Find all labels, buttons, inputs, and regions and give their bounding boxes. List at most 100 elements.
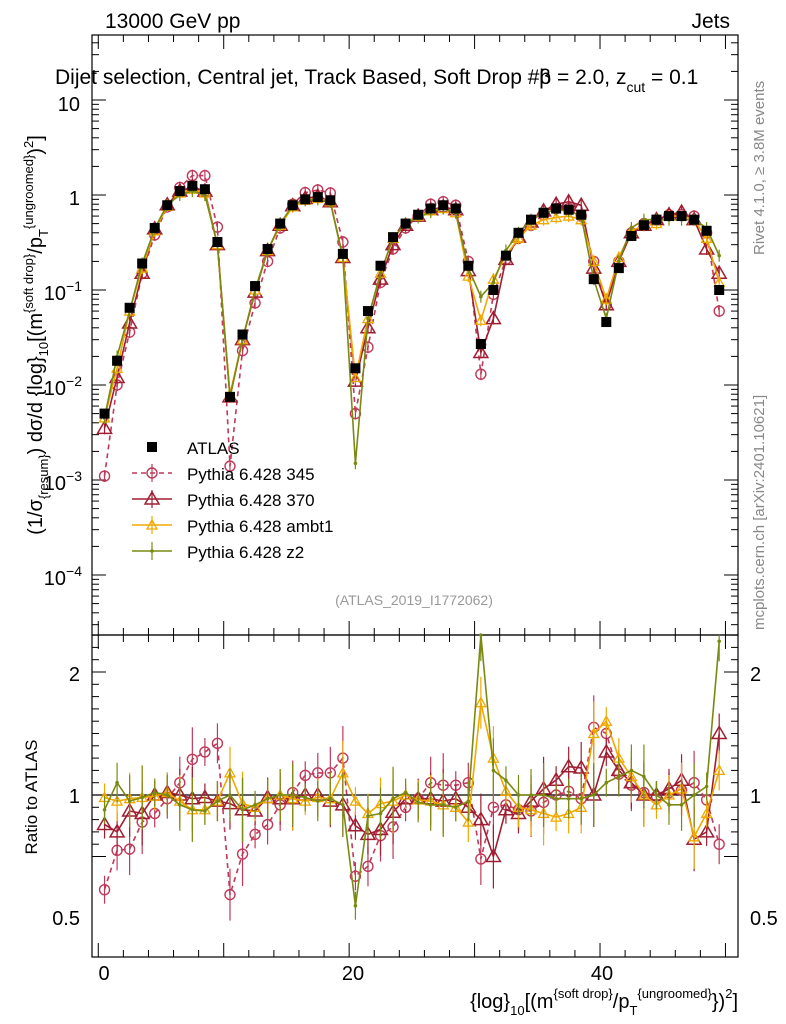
ratio-data-point bbox=[692, 793, 696, 797]
main-data-point bbox=[474, 313, 487, 325]
ratio-data-point bbox=[617, 774, 621, 779]
main-data-point bbox=[353, 461, 358, 466]
main-data-point bbox=[212, 237, 223, 248]
ratio-data-point bbox=[541, 793, 546, 797]
main-data-point bbox=[562, 209, 575, 221]
main-data-point bbox=[585, 259, 603, 274]
ratio-panel-frame bbox=[91, 634, 739, 958]
ratio-data-point bbox=[667, 803, 671, 807]
ratio-data-point bbox=[341, 803, 345, 807]
main-data-point bbox=[485, 310, 502, 325]
ratio-data-point bbox=[228, 793, 232, 797]
rivet-version-label: Rivet 4.1.0, ≥ 3.8M events bbox=[751, 81, 768, 255]
ratio-data-point bbox=[591, 793, 596, 797]
ratio-data-point bbox=[123, 843, 136, 855]
ratio-data-point bbox=[290, 793, 295, 797]
main-data-point bbox=[463, 260, 474, 271]
main-series-atlas bbox=[99, 180, 725, 419]
main-data-point bbox=[98, 470, 111, 482]
main-data-point bbox=[600, 292, 613, 304]
main-data-point bbox=[713, 305, 725, 317]
ratio-data-point bbox=[328, 796, 333, 801]
main-data-point bbox=[613, 263, 624, 274]
main-data-point bbox=[413, 209, 424, 220]
x-tick-40: 40 bbox=[591, 963, 613, 985]
ratio-data-point bbox=[140, 795, 144, 800]
ratio-data-point bbox=[441, 803, 446, 807]
ratio-data-point bbox=[211, 737, 224, 750]
legend-entry-pythia-6-428-345: Pythia 6.428 345 bbox=[132, 464, 315, 484]
ratio-data-point bbox=[108, 823, 126, 838]
main-data-point bbox=[400, 218, 411, 229]
main-data-point bbox=[337, 248, 348, 259]
x-tick-labels: 0 20 40 bbox=[98, 963, 613, 985]
main-data-point bbox=[676, 211, 687, 222]
main-data-point bbox=[714, 285, 725, 295]
ratio-data-point bbox=[110, 794, 124, 806]
main-data-point bbox=[112, 355, 123, 366]
main-data-point bbox=[349, 371, 362, 383]
ratio-data-point bbox=[554, 796, 558, 801]
main-data-point bbox=[537, 213, 550, 225]
main-data-point bbox=[563, 204, 574, 215]
main-data-point bbox=[359, 319, 377, 334]
legend-label: ATLAS bbox=[187, 439, 240, 458]
main-series-pythia-6-428-370 bbox=[96, 178, 728, 435]
main-data-point bbox=[199, 184, 210, 195]
y-axis-label-main: (1/σ{resum}) dσ/d {log}10[(m{soft drop}/… bbox=[21, 135, 51, 535]
ratio-data-point bbox=[366, 814, 370, 818]
main-data-point bbox=[438, 200, 449, 211]
main-data-point bbox=[372, 270, 389, 285]
main-data-point bbox=[488, 285, 499, 295]
main-series-pythia-6-428-ambt1 bbox=[98, 182, 726, 424]
ratio-data-point bbox=[453, 805, 458, 810]
ratio-data-point bbox=[347, 817, 364, 832]
plot-title-params-sub: cut bbox=[626, 79, 645, 95]
ratio-data-point bbox=[654, 793, 659, 797]
main-data-point bbox=[550, 211, 563, 223]
ratio-data-point bbox=[560, 758, 577, 773]
ratio-data-point bbox=[303, 795, 308, 800]
main-data-point bbox=[588, 274, 599, 285]
x-tick-20: 20 bbox=[342, 963, 364, 985]
ratio-data-point bbox=[203, 809, 207, 813]
main-data-point bbox=[137, 258, 148, 269]
ratio-data-point bbox=[587, 727, 600, 739]
y-tick-1: 1 bbox=[69, 188, 80, 210]
ratio-data-point bbox=[378, 811, 383, 816]
main-data-point bbox=[425, 203, 436, 214]
mcplots-label: mcplots.cern.ch [arXiv:2401.10621] bbox=[751, 395, 768, 630]
main-data-point bbox=[524, 218, 538, 230]
ratio-data-point bbox=[224, 888, 236, 901]
ratio-data-point bbox=[428, 803, 433, 807]
main-data-point bbox=[626, 231, 637, 242]
ratio-data-point bbox=[475, 853, 487, 865]
main-data-point bbox=[99, 408, 110, 419]
main-data-point bbox=[162, 200, 173, 211]
ratio-series-pythia-6-428-345 bbox=[98, 695, 725, 921]
main-data-point bbox=[366, 316, 370, 321]
main-data-point bbox=[601, 317, 612, 328]
main-data-point bbox=[262, 244, 273, 255]
beam-label: 13000 GeV pp bbox=[105, 10, 240, 33]
main-data-point bbox=[717, 253, 721, 258]
main-data-point bbox=[174, 186, 185, 197]
main-data-point bbox=[362, 306, 373, 317]
main-series-line bbox=[103, 174, 720, 477]
ratio-data-point bbox=[529, 793, 533, 797]
ratio-data-point bbox=[299, 769, 311, 782]
ratio-data-point bbox=[152, 790, 157, 795]
main-data-point bbox=[576, 209, 587, 220]
main-data-point bbox=[350, 363, 361, 374]
main-series-group bbox=[96, 169, 728, 483]
ratio-series-pythia-6-428-ambt1 bbox=[98, 676, 726, 869]
ratio-data-point bbox=[261, 818, 274, 831]
main-data-point bbox=[475, 339, 486, 350]
main-data-point bbox=[664, 211, 675, 222]
main-data-point bbox=[475, 368, 487, 380]
main-data-point bbox=[384, 236, 402, 251]
main-data-point bbox=[388, 232, 399, 243]
main-series-line bbox=[103, 188, 720, 419]
ratio-data-point bbox=[391, 796, 395, 801]
